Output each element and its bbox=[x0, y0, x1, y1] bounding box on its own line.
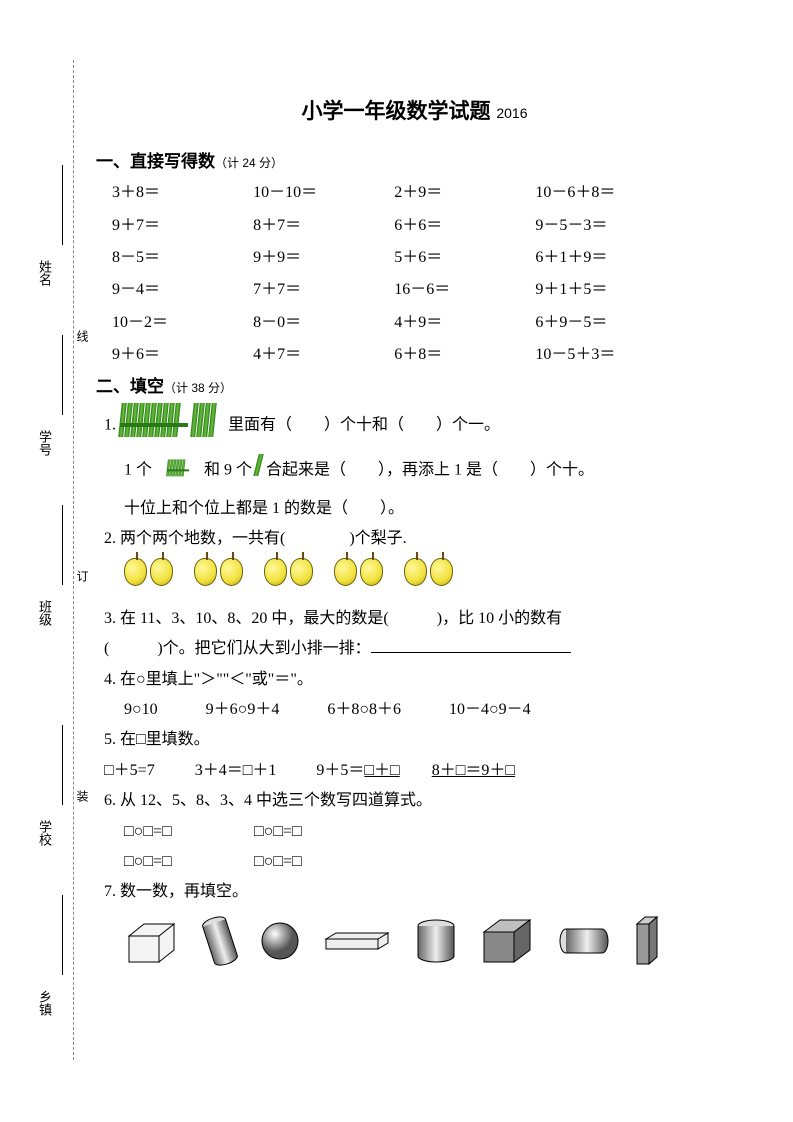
q1-line2: 1 个 和 9 个 合起来是（ ），再添上 1 是（ ）个十。 bbox=[96, 448, 733, 493]
label-number: 学号 bbox=[38, 430, 51, 456]
bundle-icon bbox=[156, 448, 200, 493]
label-class: 班级 bbox=[38, 600, 51, 626]
cube-shaded-icon bbox=[480, 914, 534, 968]
q3-line1: 3. 在 11、3、10、8、20 中，最大的数是( )，比 10 小的数有 bbox=[96, 604, 733, 634]
cell: 4＋9＝ bbox=[394, 308, 535, 338]
cell: 6＋6＝ bbox=[394, 211, 535, 241]
label-school: 学校 bbox=[38, 820, 51, 846]
cell: 16－6＝ bbox=[394, 275, 535, 305]
arithmetic-grid: 3＋8＝ 10－10＝ 2＋9＝ 10－6＋8＝ 9＋7＝ 8＋7＝ 6＋6＝ … bbox=[96, 178, 733, 370]
cell: 5＋6＝ bbox=[394, 243, 535, 273]
cell: 3＋8＝ bbox=[112, 178, 253, 208]
q1-line3: 十位上和个位上都是 1 的数是（ ）。 bbox=[96, 494, 733, 524]
cell: 2＋9＝ bbox=[394, 178, 535, 208]
cell: 8－5＝ bbox=[112, 243, 253, 273]
pear-icons bbox=[96, 554, 733, 603]
cut-line: 装 订 线 bbox=[73, 60, 87, 1060]
cylinder-icon bbox=[414, 918, 458, 964]
q6-row2: □○□=□□○□=□ bbox=[96, 847, 733, 877]
cell: 10－5＋3＝ bbox=[535, 340, 733, 370]
cell: 7＋7＝ bbox=[253, 275, 394, 305]
cell: 9＋9＝ bbox=[253, 243, 394, 273]
q4-line2: 9○10 9＋6○9＋4 6＋8○8＋6 10－4○9－4 bbox=[96, 695, 733, 725]
cell: 9＋7＝ bbox=[112, 211, 253, 241]
q5-line2: □＋5=7 3＋4＝□＋1 9＋5＝□＋□ 8＋□＝9＋□ bbox=[96, 756, 733, 786]
sticks-icon bbox=[120, 403, 224, 448]
label-name: 姓名 bbox=[38, 260, 51, 286]
section-2-heading: 二、填空（计 38 分） bbox=[96, 371, 733, 403]
cuboid-tall-icon bbox=[634, 914, 660, 968]
cylinder-horiz-icon bbox=[556, 925, 612, 957]
q6-line1: 6. 从 12、5、8、3、4 中选三个数写四道算式。 bbox=[96, 786, 733, 816]
label-town: 乡镇 bbox=[38, 990, 51, 1016]
cell: 10－10＝ bbox=[253, 178, 394, 208]
cell: 9－4＝ bbox=[112, 275, 253, 305]
cell: 6＋8＝ bbox=[394, 340, 535, 370]
page-title: 小学一年级数学试题 2016 bbox=[96, 92, 733, 132]
binding-strip: 乡镇 学校 班级 学号 姓名 bbox=[38, 0, 73, 1122]
shapes-icons bbox=[96, 908, 733, 968]
cylinder-tilt-icon bbox=[202, 914, 238, 968]
cell: 10－6＋8＝ bbox=[535, 178, 733, 208]
cuboid-flat-icon bbox=[322, 929, 392, 953]
q1-line1: 1. 里面有（ ）个十和（ ）个一。 bbox=[96, 403, 733, 448]
q6-row1: □○□=□□○□=□ bbox=[96, 817, 733, 847]
section-1-heading: 一、直接写得数（计 24 分） bbox=[96, 146, 733, 178]
cut-ding: 订 bbox=[74, 570, 91, 582]
blank-line bbox=[371, 637, 571, 653]
page-content: 小学一年级数学试题 2016 一、直接写得数（计 24 分） 3＋8＝ 10－1… bbox=[96, 92, 733, 968]
sphere-icon bbox=[260, 921, 300, 961]
q5-line1: 5. 在□里填数。 bbox=[96, 725, 733, 755]
cell: 4＋7＝ bbox=[253, 340, 394, 370]
cell: 9＋6＝ bbox=[112, 340, 253, 370]
cell: 8－0＝ bbox=[253, 308, 394, 338]
q7: 7. 数一数，再填空。 bbox=[96, 877, 733, 907]
q3-line2: ( )个。把它们从大到小排一排： bbox=[96, 634, 733, 664]
q4-line1: 4. 在○里填上"＞""＜"或"＝"。 bbox=[96, 665, 733, 695]
cell: 10－2＝ bbox=[112, 308, 253, 338]
cut-zhuang: 装 bbox=[74, 790, 91, 802]
cell: 8＋7＝ bbox=[253, 211, 394, 241]
cell: 6＋9－5＝ bbox=[535, 308, 733, 338]
stick-icon bbox=[256, 454, 262, 487]
cell: 9－5－3＝ bbox=[535, 211, 733, 241]
q2: 2. 两个两个地数，一共有( )个梨子. bbox=[96, 524, 733, 554]
cell: 9＋1＋5＝ bbox=[535, 275, 733, 305]
cell: 6＋1＋9＝ bbox=[535, 243, 733, 273]
cut-xian: 线 bbox=[74, 330, 91, 342]
cube-icon bbox=[124, 916, 180, 966]
